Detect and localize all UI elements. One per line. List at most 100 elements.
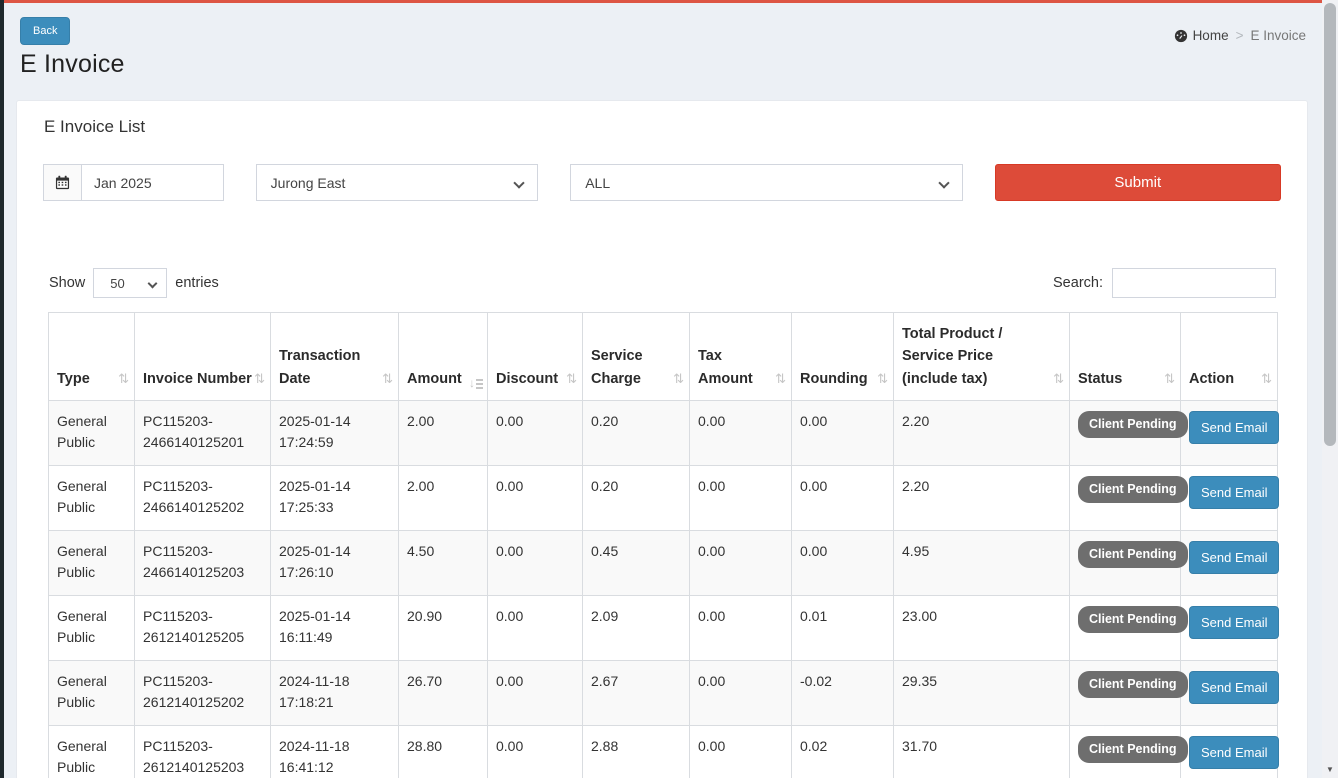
month-input[interactable] [82, 165, 223, 200]
submit-button[interactable]: Submit [994, 164, 1281, 201]
cell-action: Send Email [1180, 725, 1280, 778]
cell-invoice-number: PC115203-2612140125203 [134, 725, 271, 778]
sort-amount-asc-icon: ↓ [469, 377, 483, 389]
top-accent-bar [0, 0, 1338, 3]
send-email-button[interactable]: Send Email [1189, 606, 1280, 639]
table-row: General Public PC115203-2612140125202 2024… [48, 660, 1280, 726]
back-button[interactable]: Back [20, 17, 71, 45]
cell-status: Client Pending [1069, 595, 1188, 661]
column-header[interactable]: Status ⇅ [1069, 312, 1181, 401]
cell-tax-amount: 0.00 [689, 660, 792, 726]
cell-service-charge: 2.09 [582, 595, 690, 661]
cell-invoice-number: PC115203-2466140125202 [134, 465, 271, 531]
column-header-label: Invoice Number [143, 370, 252, 387]
send-email-button[interactable]: Send Email [1189, 476, 1280, 509]
cell-type: General Public [48, 465, 135, 531]
column-header[interactable]: Service Charge ⇅ [582, 312, 690, 401]
cell-total: 4.95 [893, 530, 1070, 596]
column-header-label: Discount [496, 370, 559, 387]
column-header-label: Tax Amount [698, 348, 753, 387]
month-picker[interactable] [43, 164, 224, 201]
status-badge: Client Pending [1078, 671, 1188, 698]
collapsed-sidebar-strip [0, 0, 4, 778]
cell-type: General Public [48, 595, 135, 661]
scrollbar-down-arrow[interactable]: ▼ [1326, 765, 1334, 774]
invoice-type-select[interactable]: ALL [570, 164, 963, 201]
cell-tax-amount: 0.00 [689, 465, 792, 531]
chevron-down-icon [147, 278, 158, 289]
cell-invoice-number: PC115203-2612140125202 [134, 660, 271, 726]
scrollbar-thumb[interactable] [1324, 3, 1336, 446]
cell-transaction-date: 2024-11-18 17:18:21 [270, 660, 399, 726]
cell-status: Client Pending [1069, 725, 1188, 778]
sort-icon: ⇅ [775, 370, 786, 386]
outlet-select[interactable]: Jurong East [255, 164, 539, 201]
cell-rounding: 0.00 [791, 400, 894, 466]
table-controls-row: Show 50 entries Search: [49, 268, 1276, 298]
column-header[interactable]: Type ⇅ [48, 312, 135, 401]
cell-tax-amount: 0.00 [689, 725, 792, 778]
column-header[interactable]: Total Product / Service Price (include t… [893, 312, 1070, 401]
sort-icon: ⇅ [877, 370, 888, 386]
cell-discount: 0.00 [487, 530, 583, 596]
table-row: General Public PC115203-2612140125203 2024… [48, 725, 1280, 778]
column-header[interactable]: Action ⇅ [1180, 312, 1278, 401]
sort-icon: ⇅ [566, 370, 577, 386]
column-header[interactable]: Transaction Date ⇅ [270, 312, 399, 401]
cell-invoice-number: PC115203-2612140125205 [134, 595, 271, 661]
table-header-row: Type ⇅ Invoice Number ⇅ Transaction Date ⇅ Amo… [48, 312, 1278, 401]
entries-label: entries [175, 275, 219, 291]
outlet-selected-value: Jurong East [270, 174, 346, 191]
send-email-button[interactable]: Send Email [1189, 671, 1280, 704]
search-control: Search: [1053, 268, 1276, 298]
column-header[interactable]: Amount ↓ [398, 312, 488, 401]
calendar-icon [44, 165, 82, 200]
status-badge: Client Pending [1078, 411, 1188, 438]
cell-transaction-date: 2025-01-14 17:24:59 [270, 400, 399, 466]
cell-type: General Public [48, 725, 135, 778]
cell-service-charge: 0.20 [582, 400, 690, 466]
cell-action: Send Email [1180, 660, 1280, 726]
cell-discount: 0.00 [487, 660, 583, 726]
page-length-select[interactable]: 50 [93, 268, 168, 298]
sort-icon: ⇅ [118, 370, 129, 386]
sort-icon: ⇅ [382, 370, 393, 386]
column-header-label: Action [1189, 370, 1235, 387]
cell-service-charge: 0.45 [582, 530, 690, 596]
status-badge: Client Pending [1078, 541, 1188, 568]
breadcrumb-home-link[interactable]: Home [1174, 28, 1229, 43]
cell-amount: 2.00 [398, 465, 488, 531]
column-header[interactable]: Discount ⇅ [487, 312, 583, 401]
column-header-label: Type [57, 370, 90, 387]
cell-action: Send Email [1180, 595, 1280, 661]
column-header-label: Rounding [800, 370, 868, 387]
chevron-down-icon [513, 177, 525, 189]
cell-invoice-number: PC115203-2466140125201 [134, 400, 271, 466]
table-row: General Public PC115203-2466140125201 2025… [48, 400, 1280, 466]
send-email-button[interactable]: Send Email [1189, 541, 1280, 574]
cell-rounding: -0.02 [791, 660, 894, 726]
cell-rounding: 0.00 [791, 465, 894, 531]
breadcrumb-separator: > [1235, 28, 1244, 43]
column-header[interactable]: Rounding ⇅ [791, 312, 894, 401]
cell-status: Client Pending [1069, 660, 1188, 726]
cell-action: Send Email [1180, 400, 1280, 466]
cell-total: 29.35 [893, 660, 1070, 726]
cell-status: Client Pending [1069, 465, 1188, 531]
einvoice-list-panel: E Invoice List Jurong East [16, 100, 1308, 778]
column-header[interactable]: Invoice Number ⇅ [134, 312, 271, 401]
send-email-button[interactable]: Send Email [1189, 411, 1280, 444]
table-row: General Public PC115203-2612140125205 2025… [48, 595, 1280, 661]
cell-tax-amount: 0.00 [689, 400, 792, 466]
page-title: E Invoice [20, 50, 125, 78]
cell-discount: 0.00 [487, 725, 583, 778]
breadcrumb-home-label: Home [1192, 28, 1229, 43]
send-email-button[interactable]: Send Email [1189, 736, 1280, 769]
column-header[interactable]: Tax Amount ⇅ [689, 312, 792, 401]
cell-status: Client Pending [1069, 400, 1188, 466]
invoice-table-wrapper: Type ⇅ Invoice Number ⇅ Transaction Date ⇅ Amo… [48, 312, 1280, 778]
vertical-scrollbar[interactable]: ▼ [1322, 0, 1338, 778]
breadcrumb-current: E Invoice [1250, 28, 1306, 43]
search-input[interactable] [1112, 268, 1276, 298]
cell-total: 31.70 [893, 725, 1070, 778]
